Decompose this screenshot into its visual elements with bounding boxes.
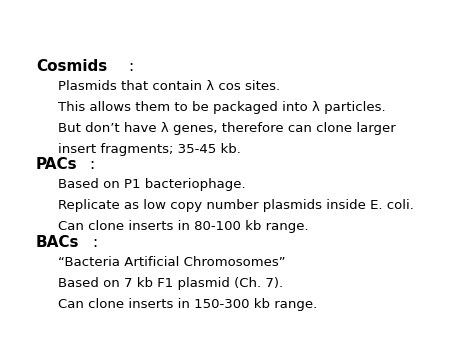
Text: Plasmids that contain λ cos sites.: Plasmids that contain λ cos sites. <box>58 80 281 93</box>
Text: Cosmids: Cosmids <box>36 59 107 74</box>
Text: “Bacteria Artificial Chromosomes”: “Bacteria Artificial Chromosomes” <box>58 256 286 269</box>
Text: Based on 7 kb F1 plasmid (Ch. 7).: Based on 7 kb F1 plasmid (Ch. 7). <box>58 277 284 290</box>
Text: Based on P1 bacteriophage.: Based on P1 bacteriophage. <box>58 178 246 191</box>
Text: But don’t have λ genes, therefore can clone larger: But don’t have λ genes, therefore can cl… <box>58 122 396 135</box>
Text: Can clone inserts in 150-300 kb range.: Can clone inserts in 150-300 kb range. <box>58 298 318 311</box>
Text: :: : <box>92 235 97 250</box>
Text: Replicate as low copy number plasmids inside E. coli.: Replicate as low copy number plasmids in… <box>58 199 414 212</box>
Text: BACs: BACs <box>36 235 80 250</box>
Text: :: : <box>128 59 133 74</box>
Text: insert fragments; 35-45 kb.: insert fragments; 35-45 kb. <box>58 143 241 156</box>
Text: This allows them to be packaged into λ particles.: This allows them to be packaged into λ p… <box>58 101 386 114</box>
Text: :: : <box>90 157 95 172</box>
Text: Can clone inserts in 80-100 kb range.: Can clone inserts in 80-100 kb range. <box>58 220 309 233</box>
Text: PACs: PACs <box>36 157 77 172</box>
